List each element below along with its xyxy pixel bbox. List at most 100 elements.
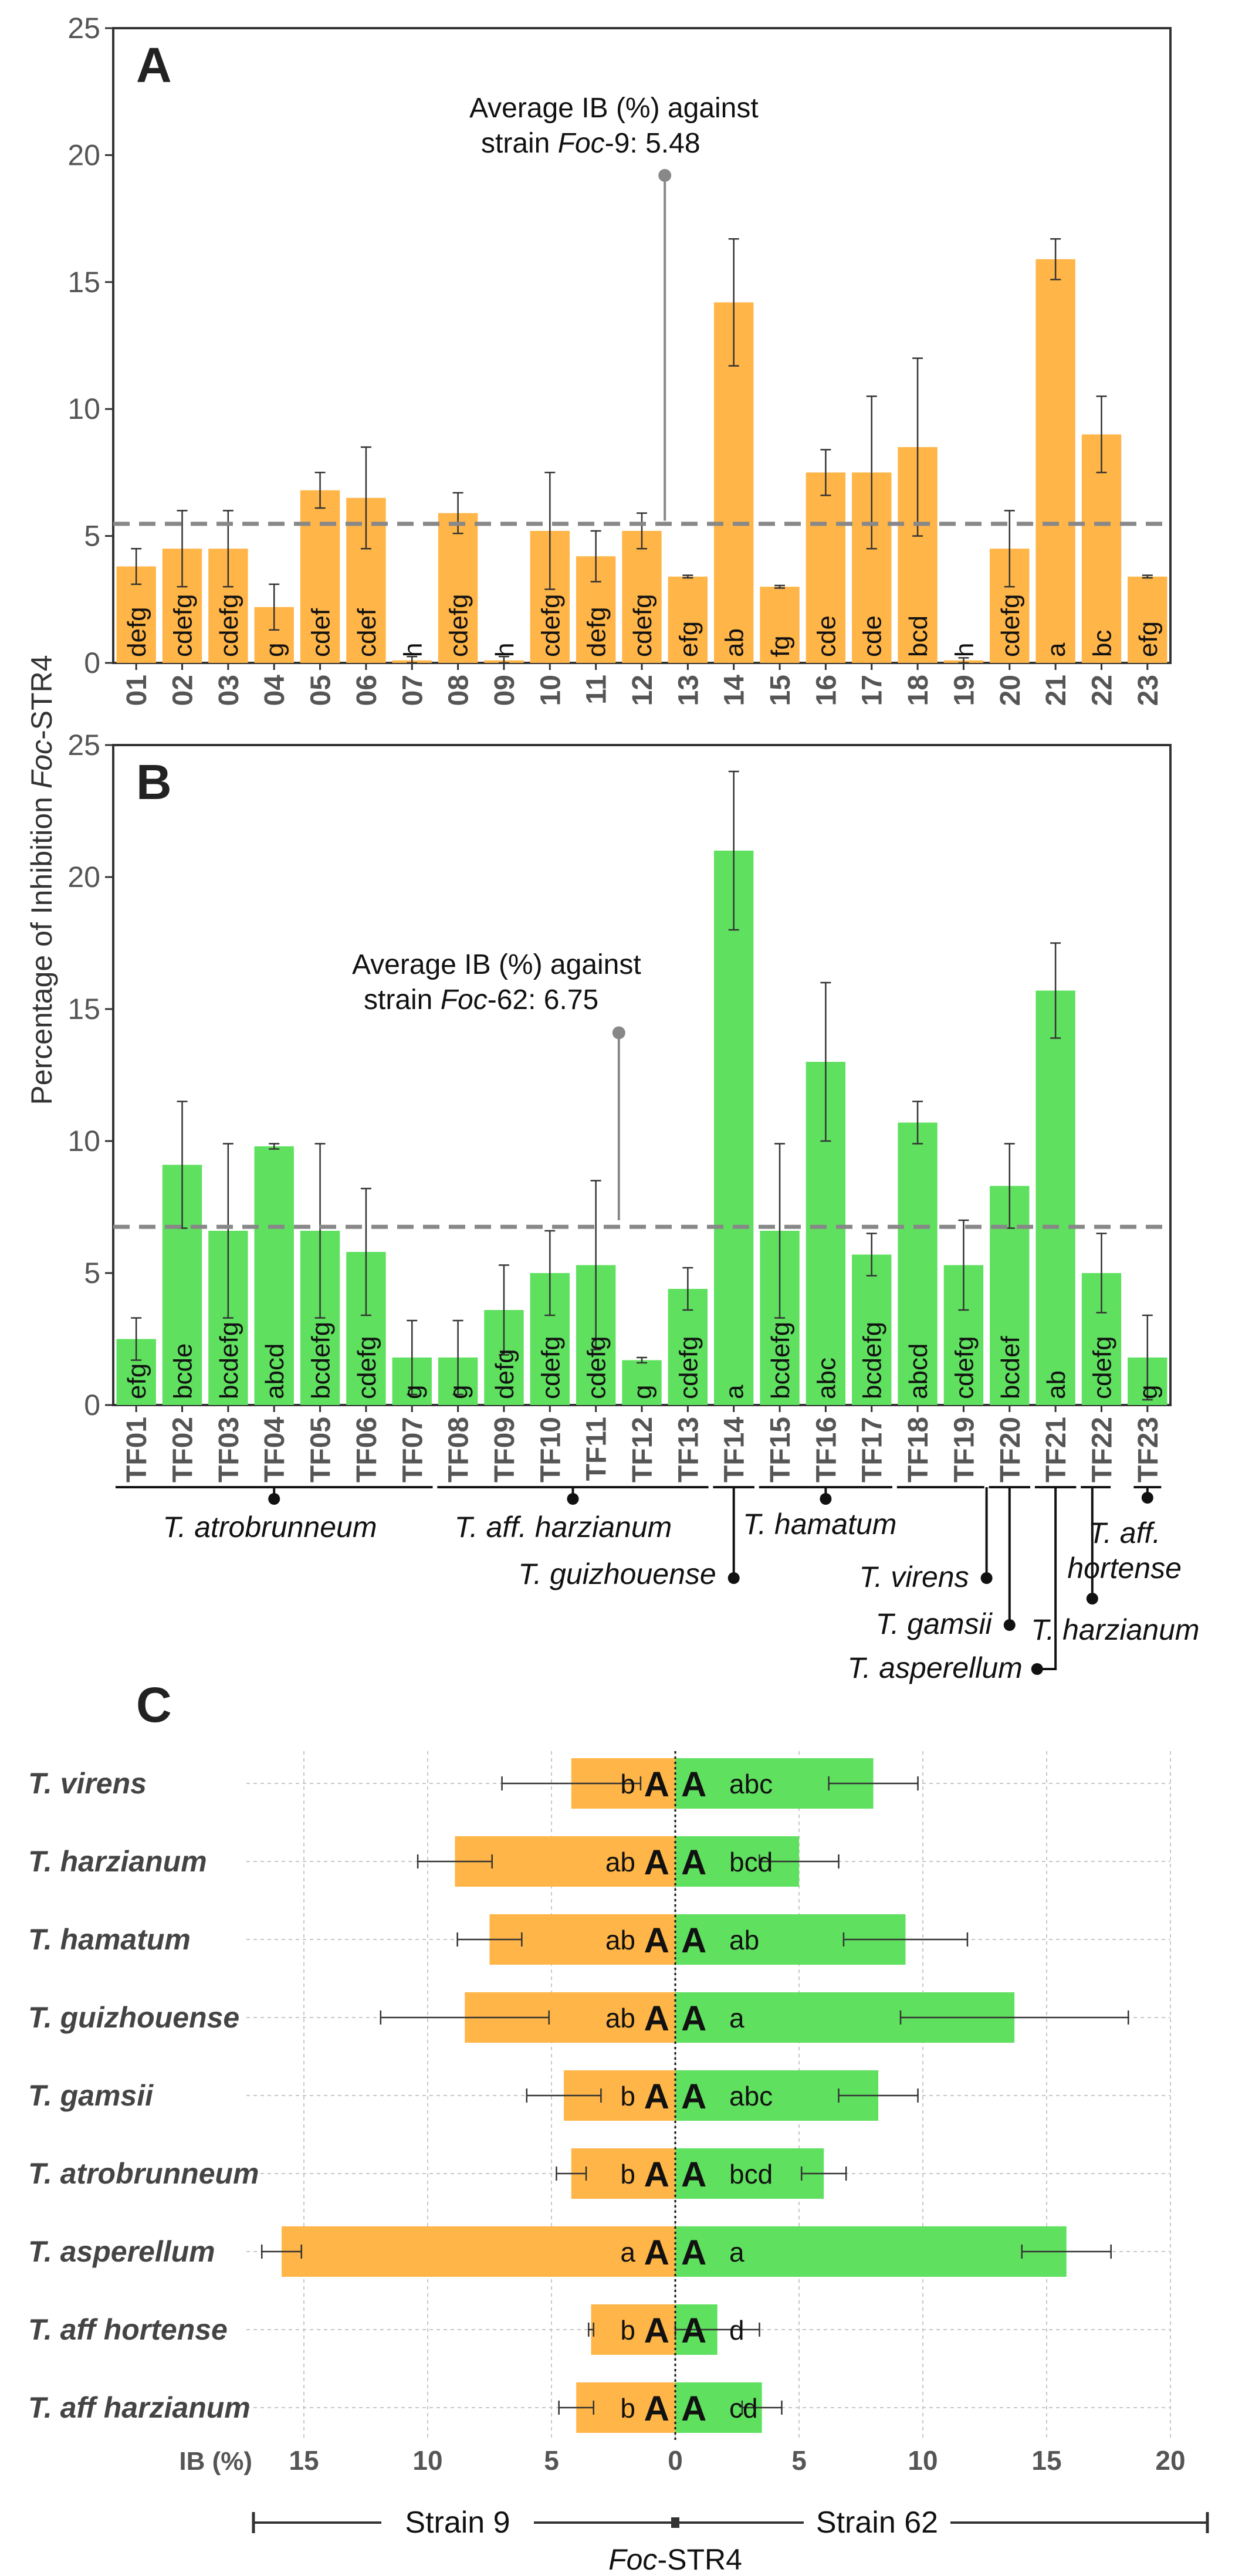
significance-letter: cdefg — [950, 1336, 979, 1399]
x-axis-prefix: IB (%) — [179, 2447, 252, 2476]
bar — [668, 576, 708, 663]
significance-letter-strain62: abc — [729, 1769, 773, 1799]
x-tick-label: TF09 — [489, 1417, 520, 1482]
x-tick-label: 11 — [581, 675, 612, 705]
significance-letter: bcd — [904, 615, 933, 657]
group-label-aff-hortense-1: T. aff. — [1088, 1517, 1160, 1549]
x-tick-label: TF06 — [351, 1417, 383, 1482]
bar — [1035, 259, 1075, 663]
x-tick-label: 15 — [765, 675, 796, 706]
x-tick-label: 18 — [903, 675, 934, 706]
x-tick-label: 15 — [1031, 2445, 1061, 2476]
species-label: T. hamatum — [28, 1923, 191, 1956]
significance-letter: cdefg — [353, 1336, 381, 1399]
significance-letter: cdefg — [215, 594, 243, 657]
panel-letter: C — [136, 1677, 172, 1732]
y-tick-label: 15 — [67, 266, 100, 299]
average-label-line2: strain Foc-62: 6.75 — [364, 984, 598, 1015]
group-letter-strain9: A — [644, 1999, 669, 2038]
x-tick-label: TF12 — [627, 1417, 658, 1482]
bar — [1128, 576, 1167, 663]
significance-letter: g — [260, 643, 289, 657]
species-label: T. gamsii — [28, 2079, 154, 2112]
significance-letter: ab — [1042, 1370, 1071, 1399]
significance-letter: bcdefg — [766, 1322, 795, 1399]
species-label: T. harzianum — [28, 1845, 207, 1878]
species-label: T. aff hortense — [28, 2313, 228, 2346]
significance-letter: g — [1134, 1385, 1163, 1399]
strain9-label: Strain 9 — [405, 2506, 510, 2540]
average-stem-dot — [658, 169, 672, 182]
bar — [806, 472, 846, 663]
average-label-line1: Average IB (%) against — [469, 93, 759, 124]
group-label-guizhouense: T. guizhouense — [518, 1558, 716, 1590]
significance-letter: bc — [1088, 630, 1116, 657]
significance-letter: cdefg — [169, 594, 198, 657]
x-tick-label: TF20 — [995, 1417, 1026, 1482]
significance-letter-strain62: bcd — [729, 1847, 773, 1877]
x-tick-label: TF10 — [535, 1417, 566, 1482]
panel-letter: B — [136, 754, 172, 810]
x-tick-label: TF02 — [168, 1417, 199, 1482]
significance-letter: cde — [858, 615, 887, 657]
x-tick-label: TF13 — [673, 1417, 704, 1482]
x-tick-label: 05 — [306, 675, 337, 706]
group-letter-strain62: A — [681, 2311, 706, 2350]
y-tick-label: 15 — [67, 993, 100, 1025]
group-letter-strain62: A — [681, 2389, 706, 2428]
species-label: T. asperellum — [28, 2235, 215, 2268]
x-tick-label: 10 — [412, 2445, 442, 2476]
group-letter-strain62: A — [681, 1843, 706, 1882]
panel-b: 0510152025efgTF01bcdeTF02bcdefgTF03abcdT… — [67, 729, 1172, 1482]
significance-letter: a — [720, 1385, 749, 1399]
x-tick-label: 06 — [351, 675, 383, 706]
x-tick-label: TF16 — [811, 1417, 842, 1482]
significance-letter: efg — [123, 1363, 151, 1399]
significance-letter: bcdefg — [858, 1322, 887, 1399]
group-label-atrobrunneum: T. atrobrunneum — [163, 1511, 377, 1543]
significance-letter-strain62: bcd — [729, 2159, 773, 2189]
x-tick-label: 10 — [535, 675, 566, 706]
x-tick-label: TF03 — [214, 1417, 245, 1482]
bar-strain9 — [282, 2226, 675, 2277]
y-tick-label: 0 — [84, 646, 100, 679]
significance-letter: g — [398, 1385, 427, 1399]
group-letter-strain9: A — [644, 2311, 669, 2350]
bar — [1035, 990, 1075, 1405]
average-label-line1: Average IB (%) against — [352, 949, 641, 980]
significance-letter: g — [445, 1385, 473, 1399]
bar — [300, 490, 340, 663]
x-tick-label: 15 — [289, 2445, 319, 2476]
x-tick-label: 21 — [1041, 675, 1072, 706]
x-tick-label: 01 — [121, 675, 153, 706]
x-tick-label: 17 — [857, 675, 888, 706]
significance-letter-strain62: a — [729, 2003, 744, 2033]
shared-labels: Percentage of Inhibition Foc-STR4 — [25, 655, 58, 1105]
y-tick-label: 5 — [84, 1257, 100, 1289]
group-letter-strain9: A — [644, 2233, 669, 2272]
group-letter-strain62: A — [681, 2077, 706, 2116]
significance-letter-strain9: b — [620, 2159, 635, 2189]
y-tick-label: 0 — [84, 1389, 100, 1421]
x-tick-label: 0 — [668, 2445, 683, 2476]
y-tick-label: 10 — [67, 1125, 100, 1157]
group-letter-strain62: A — [681, 1921, 706, 1960]
x-tick-label: 16 — [811, 675, 842, 706]
x-tick-label: 19 — [949, 675, 980, 706]
bar — [438, 513, 478, 663]
x-tick-label: TF15 — [765, 1417, 796, 1482]
significance-letter: defg — [583, 607, 611, 657]
x-tick-label: TF18 — [903, 1417, 934, 1482]
significance-letter-strain62: d — [729, 2315, 744, 2345]
x-tick-label: TF23 — [1133, 1417, 1164, 1482]
y-tick-label: 20 — [67, 861, 100, 893]
species-groups: T. atrobrunneum T. aff. harzianum T. guizh… — [115, 1486, 1200, 1684]
significance-letter-strain9: b — [620, 1769, 635, 1799]
x-tick-label: TF05 — [306, 1417, 337, 1482]
significance-letter: bcdefg — [307, 1322, 336, 1399]
x-tick-label: TF14 — [719, 1417, 750, 1482]
y-tick-label: 25 — [67, 729, 100, 761]
significance-letter: cdef — [307, 608, 336, 657]
group-letter-strain62: A — [681, 1999, 706, 2038]
